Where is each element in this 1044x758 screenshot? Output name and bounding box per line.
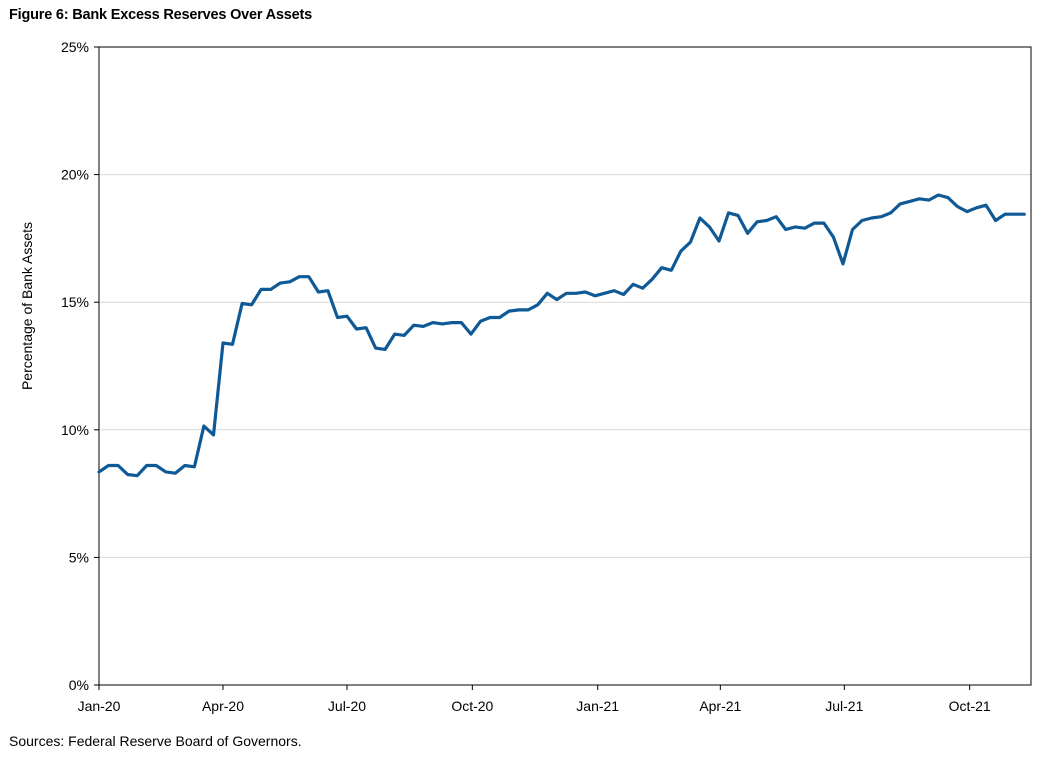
plot-frame — [98, 46, 1032, 686]
x-tick-label: Oct-21 — [949, 698, 991, 714]
x-axis-ticks: Jan-20 Apr-20 Jul-20 Oct-20 Jan-21 Apr-21 Jul-… — [78, 685, 991, 714]
x-tick-label: Apr-21 — [699, 698, 741, 714]
chart-title: Figure 6: Bank Excess Reserves Over Asse… — [9, 7, 312, 23]
source-note: Sources: Federal Reserve Board of Govern… — [9, 733, 302, 749]
y-tick-label: 0% — [69, 677, 89, 693]
x-tick-label: Jan-20 — [78, 698, 121, 714]
y-tick-label: 25% — [61, 39, 89, 55]
x-tick-label: Jan-21 — [576, 698, 619, 714]
y-tick-label: 20% — [61, 167, 89, 183]
y-tick-label: 10% — [61, 422, 89, 438]
x-tick-label: Jul-20 — [328, 698, 366, 714]
y-axis-ticks: 0% 5% 10% 15% 20% 25% — [61, 39, 99, 693]
y-tick-label: 15% — [61, 294, 89, 310]
x-tick-label: Apr-20 — [202, 698, 244, 714]
gridlines — [99, 174, 1031, 558]
series-line — [97, 193, 1026, 478]
x-tick-label: Oct-20 — [451, 698, 493, 714]
y-tick-label: 5% — [69, 549, 89, 565]
x-tick-label: Jul-21 — [825, 698, 863, 714]
